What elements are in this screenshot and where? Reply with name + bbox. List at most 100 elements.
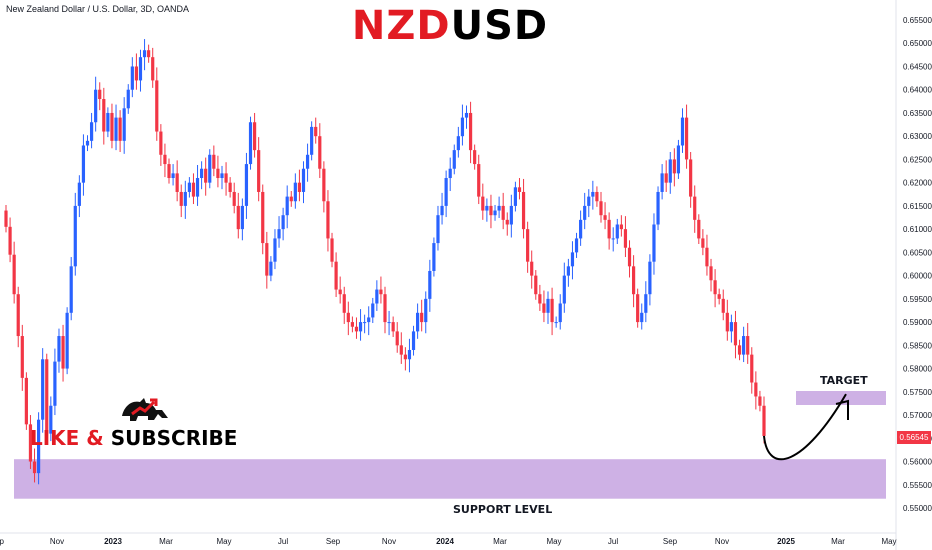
candle-body [326, 201, 330, 239]
x-tick-label: Mar [159, 537, 173, 546]
candle-body [562, 275, 566, 304]
candle-body [289, 196, 293, 202]
candle-body [676, 145, 681, 174]
candle-body [599, 201, 603, 216]
candle-body [195, 178, 200, 197]
candle-body [187, 182, 191, 192]
support-label: SUPPORT LEVEL [453, 503, 553, 516]
candle-body [12, 254, 16, 295]
candle-body [526, 229, 530, 262]
candle-body [383, 294, 387, 323]
candle-body [684, 117, 689, 160]
x-axis: Sep Nov 2023 Mar May Jul Sep Nov 2024 Mar May Jul Se… [0, 537, 897, 546]
candle-body [69, 266, 73, 313]
candle-body [656, 191, 660, 225]
candle-body [473, 150, 477, 165]
candle-body [497, 205, 501, 211]
candle-body [387, 322, 391, 324]
y-tick-label: 0.60000 [903, 272, 932, 281]
candle-body [20, 336, 24, 378]
candle-body [379, 289, 383, 295]
candle-body [32, 461, 37, 474]
candle-body [452, 150, 456, 169]
candle-body [570, 252, 575, 267]
candle-body [98, 89, 102, 100]
candle-body [521, 191, 526, 230]
y-tick-label: 0.65500 [903, 16, 932, 25]
candle-body [240, 205, 244, 230]
candle-body [310, 126, 314, 155]
candle-body [155, 80, 159, 132]
candle-body [159, 131, 163, 155]
candle-body [28, 424, 33, 462]
y-tick-label: 0.55000 [903, 504, 932, 513]
candle-body [456, 136, 460, 151]
candle-body [566, 266, 570, 276]
x-tick-label: 2023 [104, 537, 122, 546]
candle-body [244, 164, 249, 206]
x-tick-label: Mar [493, 537, 507, 546]
candle-body [513, 187, 518, 206]
candle-body [762, 405, 766, 436]
candle-body [350, 322, 354, 327]
candle-body [615, 224, 619, 239]
candle-body [126, 89, 130, 109]
candle-body [648, 261, 652, 295]
candle-body [248, 122, 253, 165]
candle-body [721, 298, 725, 313]
x-tick-label: 2024 [436, 537, 454, 546]
candle-body [395, 331, 399, 346]
candle-body [607, 219, 611, 239]
candle-body [106, 112, 110, 132]
y-tick-label: 0.58500 [903, 341, 932, 350]
candle-body [750, 354, 754, 383]
candle-body [236, 205, 240, 230]
candle-body [273, 238, 277, 262]
chart-title: NZDUSD [0, 6, 900, 46]
target-zone [796, 391, 886, 405]
candle-body [709, 266, 713, 281]
candle-body [428, 270, 432, 299]
candle-body [509, 205, 513, 225]
candle-body [623, 229, 628, 248]
candle-body [16, 294, 20, 337]
projection-arrow [763, 393, 847, 461]
candle-body [440, 205, 444, 216]
candle-body [644, 294, 648, 313]
candle-body [354, 326, 359, 332]
x-tick-label: Sep [0, 537, 5, 546]
y-tick-label: 0.59000 [903, 318, 932, 327]
candle-body [216, 168, 220, 179]
candle-body [717, 294, 721, 299]
candle-body [558, 303, 562, 323]
x-tick-label: Jul [608, 537, 618, 546]
candle-body [261, 191, 265, 244]
candle-body [664, 173, 668, 183]
candle-body [89, 122, 94, 141]
x-tick-label: Nov [715, 537, 729, 546]
subscribe-text: SUBSCRIBE [110, 426, 238, 450]
candle-body [330, 238, 334, 262]
candle-body [640, 312, 644, 323]
candle-body [611, 238, 615, 240]
y-tick-label: 0.58000 [903, 365, 932, 374]
candle-body [468, 112, 473, 151]
candle-body [501, 205, 505, 220]
y-tick-label: 0.64000 [903, 86, 932, 95]
candle-body [171, 173, 175, 179]
candle-body [134, 66, 139, 81]
candle-body [603, 215, 607, 220]
candle-body [57, 336, 61, 362]
candle-body [432, 243, 436, 271]
candle-body [363, 322, 367, 324]
candle-body [705, 247, 709, 267]
candle-body [114, 117, 118, 141]
candle-body [733, 322, 738, 346]
candle-body [49, 405, 53, 434]
candle-body [713, 280, 717, 295]
candle-body [399, 345, 403, 355]
x-tick-label: May [216, 537, 231, 546]
candle-body [24, 377, 28, 425]
candle-body [627, 247, 632, 267]
